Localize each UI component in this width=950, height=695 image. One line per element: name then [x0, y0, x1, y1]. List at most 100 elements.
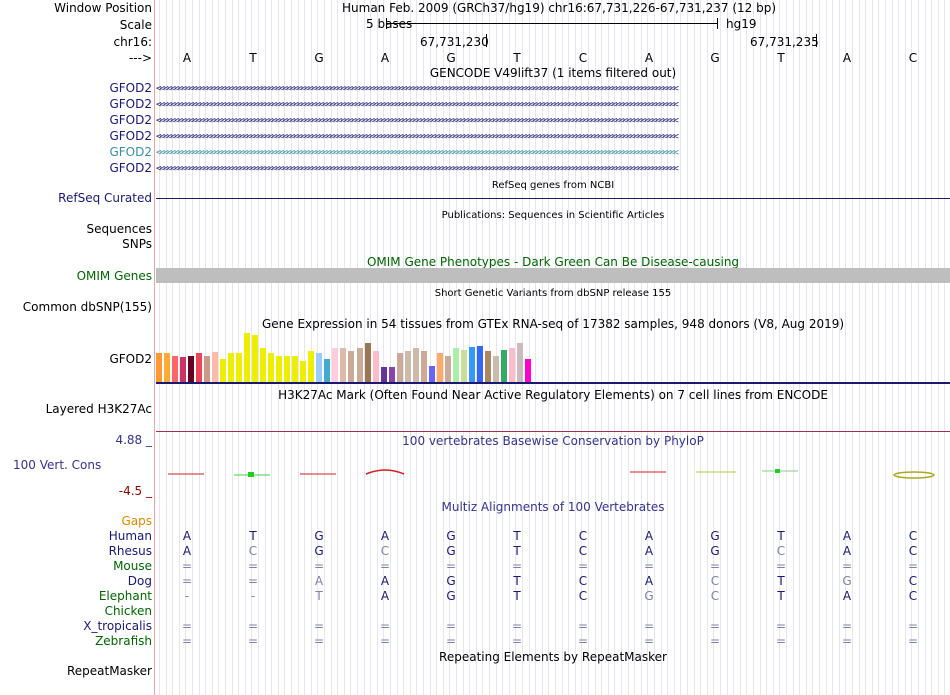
- gtex-tissue-bar[interactable]: [412, 348, 419, 382]
- gtex-tissue-bar[interactable]: [204, 356, 211, 382]
- gtex-tissue-bar[interactable]: [468, 347, 475, 382]
- grid-line: [687, 0, 688, 695]
- multiz-species-label[interactable]: Elephant: [98, 589, 152, 603]
- multiz-alignment-base: C: [710, 574, 720, 588]
- gtex-tissue-bar[interactable]: [260, 348, 267, 382]
- multiz-gaps-label[interactable]: Gaps: [121, 514, 152, 528]
- gtex-tissue-bar[interactable]: [404, 351, 411, 382]
- gencode-transcript-arrows[interactable]: <<<<<<<<<<<<<<<<<<<<<<<<<<<<<<<<<<<<<<<<…: [156, 132, 679, 142]
- multiz-alignment-base: =: [247, 574, 259, 588]
- gencode-transcript-label[interactable]: GFOD2: [109, 81, 152, 95]
- gtex-track-label[interactable]: GFOD2: [109, 352, 152, 366]
- grid-line: [165, 0, 167, 695]
- gencode-transcript-label[interactable]: GFOD2: [109, 113, 152, 127]
- multiz-species-label[interactable]: Mouse: [113, 559, 152, 573]
- gencode-transcript-arrows[interactable]: <<<<<<<<<<<<<<<<<<<<<<<<<<<<<<<<<<<<<<<<…: [156, 84, 679, 94]
- grid-line: [786, 0, 787, 695]
- gtex-tissue-bar[interactable]: [388, 367, 395, 382]
- gencode-transcript-label[interactable]: GFOD2: [109, 161, 152, 175]
- h3k27ac-track-label[interactable]: Layered H3K27Ac: [45, 402, 152, 416]
- phylop-track-label[interactable]: 100 Vert. Cons: [13, 458, 102, 472]
- gtex-tissue-bar[interactable]: [244, 333, 251, 382]
- repeatmasker-track-label[interactable]: RepeatMasker: [66, 664, 152, 678]
- multiz-species-label[interactable]: Rhesus: [108, 544, 152, 558]
- scale-bar: [386, 23, 718, 24]
- multiz-alignment-base: G: [710, 544, 720, 558]
- phylop-signal[interactable]: [156, 460, 950, 485]
- gtex-tissue-bar[interactable]: [276, 356, 283, 382]
- dbsnp-track-label[interactable]: Common dbSNP(155): [22, 300, 152, 314]
- gtex-tissue-bar[interactable]: [308, 351, 315, 382]
- multiz-species-label[interactable]: Zebrafish: [95, 634, 152, 648]
- gtex-tissue-bar[interactable]: [292, 356, 299, 382]
- publications-track-label[interactable]: Sequences: [86, 222, 152, 236]
- gtex-tissue-bar[interactable]: [356, 348, 363, 382]
- gtex-tissue-bar[interactable]: [164, 353, 171, 382]
- grid-line: [878, 0, 880, 695]
- gtex-tissue-bar[interactable]: [220, 359, 227, 382]
- gtex-tissue-bar[interactable]: [396, 353, 403, 382]
- gtex-tissue-bar[interactable]: [348, 351, 355, 382]
- gtex-tissue-bar[interactable]: [196, 353, 203, 382]
- multiz-species-label[interactable]: Human: [108, 529, 152, 543]
- gtex-tissue-bar[interactable]: [508, 348, 515, 382]
- gtex-tissue-bar[interactable]: [524, 359, 531, 382]
- grid-line: [825, 0, 827, 695]
- gtex-tissue-bar[interactable]: [180, 357, 187, 382]
- gtex-tissue-bar[interactable]: [484, 351, 491, 382]
- gtex-tissue-bar[interactable]: [420, 351, 427, 382]
- gtex-tissue-bar[interactable]: [444, 356, 451, 382]
- gtex-tissue-bar[interactable]: [252, 335, 259, 382]
- grid-line: [706, 0, 708, 695]
- omim-track-bar[interactable]: [156, 268, 950, 283]
- multiz-species-label[interactable]: Dog: [127, 574, 152, 588]
- gtex-tissue-bar[interactable]: [284, 356, 291, 382]
- multiz-species-label[interactable]: Chicken: [104, 604, 152, 618]
- omim-track-label[interactable]: OMIM Genes: [76, 269, 152, 283]
- gtex-tissue-bar[interactable]: [516, 343, 523, 382]
- refseq-track-label[interactable]: RefSeq Curated: [58, 191, 152, 205]
- gtex-tissue-bar[interactable]: [452, 348, 459, 382]
- grid-line: [258, 0, 259, 695]
- gtex-tissue-bar[interactable]: [156, 353, 162, 382]
- multiz-alignment-base: =: [247, 619, 259, 633]
- multiz-species-label[interactable]: X_tropicalis: [83, 619, 152, 633]
- gtex-tissue-bar[interactable]: [316, 353, 323, 382]
- gencode-transcript-label[interactable]: GFOD2: [109, 145, 152, 159]
- gtex-tissue-bar[interactable]: [380, 367, 387, 382]
- grid-line: [819, 0, 820, 695]
- gtex-tissue-bar[interactable]: [460, 350, 467, 382]
- gtex-tissue-bar[interactable]: [268, 353, 275, 382]
- gtex-tissue-bar[interactable]: [436, 353, 443, 382]
- gencode-transcript-label[interactable]: GFOD2: [109, 97, 152, 111]
- gencode-transcript-arrows[interactable]: <<<<<<<<<<<<<<<<<<<<<<<<<<<<<<<<<<<<<<<<…: [156, 100, 679, 110]
- snps-track-label[interactable]: SNPs: [122, 237, 152, 251]
- gencode-transcript-arrows[interactable]: <<<<<<<<<<<<<<<<<<<<<<<<<<<<<<<<<<<<<<<<…: [156, 116, 679, 126]
- grid-line: [304, 0, 306, 695]
- gtex-tissue-bar[interactable]: [340, 348, 347, 382]
- gtex-tissue-bar[interactable]: [372, 351, 379, 382]
- gtex-tissue-bar[interactable]: [332, 348, 339, 382]
- gtex-tissue-bar[interactable]: [236, 353, 243, 382]
- grid-line: [858, 0, 860, 695]
- gencode-transcript-arrows[interactable]: <<<<<<<<<<<<<<<<<<<<<<<<<<<<<<<<<<<<<<<<…: [156, 164, 679, 174]
- gtex-tissue-bar[interactable]: [172, 356, 179, 382]
- gtex-tissue-bar[interactable]: [300, 361, 307, 382]
- gtex-tissue-bar[interactable]: [188, 356, 195, 382]
- gencode-transcript-arrows[interactable]: <<<<<<<<<<<<<<<<<<<<<<<<<<<<<<<<<<<<<<<<…: [156, 148, 679, 158]
- gtex-tissue-bar[interactable]: [476, 346, 483, 382]
- gtex-tissue-bar[interactable]: [228, 353, 235, 382]
- refseq-gene-line[interactable]: [156, 198, 950, 199]
- scale-bar-left-tick: [386, 18, 387, 29]
- gtex-track-title: Gene Expression in 54 tissues from GTEx …: [261, 317, 845, 331]
- multiz-alignment-base: =: [841, 634, 853, 648]
- multiz-alignment-base: =: [511, 619, 523, 633]
- gtex-tissue-bar[interactable]: [364, 343, 371, 382]
- gencode-transcript-label[interactable]: GFOD2: [109, 129, 152, 143]
- gtex-tissue-bar[interactable]: [428, 366, 435, 382]
- gtex-tissue-bar[interactable]: [492, 356, 499, 382]
- gtex-tissue-bar[interactable]: [212, 352, 219, 382]
- gtex-tissue-bar[interactable]: [324, 359, 331, 382]
- gtex-tissue-bar[interactable]: [500, 350, 507, 382]
